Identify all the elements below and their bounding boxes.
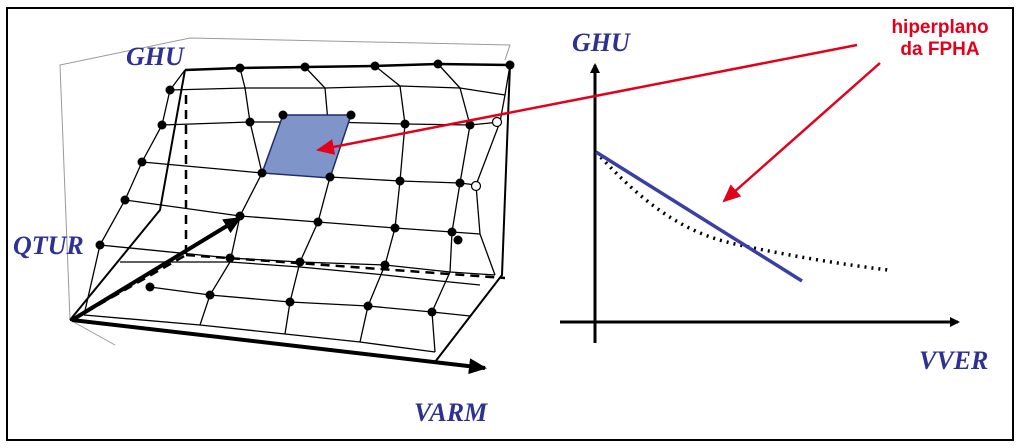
annotation-line-1: hiperplano — [891, 17, 989, 38]
hyperplane-annotation: hiperplano da FPHA — [872, 17, 1008, 61]
grid-nodes — [95, 59, 515, 317]
ghu-axis-label-3d: GHU — [126, 42, 184, 71]
varm-axis-label: VARM — [414, 398, 488, 427]
plot-axes-2d — [560, 63, 960, 343]
diagram-frame — [6, 7, 1014, 441]
hyperplane-line — [595, 150, 803, 283]
bounding-box — [59, 37, 511, 346]
ghu-axis-label-2d: GHU — [572, 28, 630, 57]
axis-arrows-3d — [70, 216, 487, 375]
open-nodes — [470, 116, 503, 192]
annotation-arrows — [316, 43, 881, 203]
surface-outline — [69, 62, 511, 363]
vver-axis-label: VVER — [919, 346, 989, 375]
grid-rows — [83, 63, 511, 353]
annotation-line-2: da FPHA — [900, 39, 980, 60]
grid-columns — [83, 63, 511, 353]
qtur-axis-label: QTUR — [13, 231, 84, 260]
fpha-curve — [594, 150, 889, 272]
